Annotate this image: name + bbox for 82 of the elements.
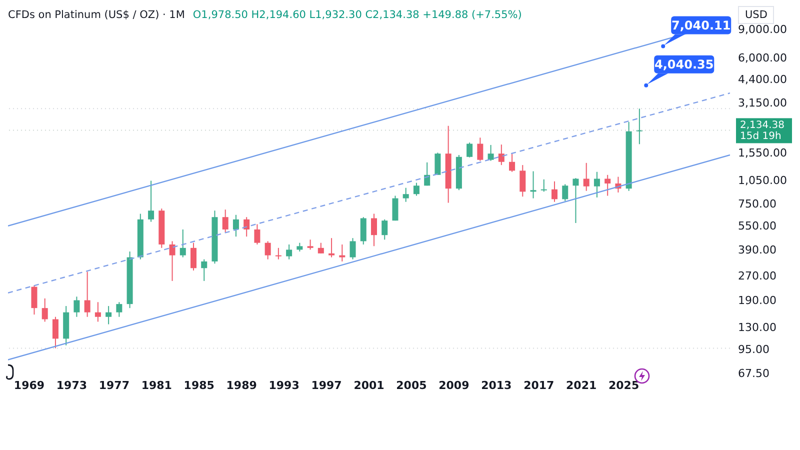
y-tick-label: 4,400.00 xyxy=(738,73,787,86)
candlestick xyxy=(190,242,196,272)
candlestick xyxy=(244,216,250,238)
candlestick xyxy=(530,170,536,199)
candlestick xyxy=(339,244,346,262)
candlestick xyxy=(180,228,186,258)
candlestick xyxy=(116,302,122,318)
candlestick xyxy=(488,144,494,162)
candlestick xyxy=(286,244,292,260)
y-tick-label: 1,050.00 xyxy=(738,174,787,187)
y-tick-label: 270.00 xyxy=(738,269,776,282)
candlestick xyxy=(31,284,38,316)
x-tick-label: 2021 xyxy=(566,378,597,392)
y-tick-label: 190.00 xyxy=(738,294,776,308)
x-tick-label: 1989 xyxy=(226,378,257,392)
candlestick xyxy=(477,137,484,162)
candlestick xyxy=(520,164,526,198)
candlestick xyxy=(413,182,420,196)
x-tick-label: 1997 xyxy=(311,378,342,392)
candlestick xyxy=(583,162,590,192)
candlestick xyxy=(498,144,504,166)
candlestick xyxy=(74,296,80,318)
y-tick-label: 130.00 xyxy=(738,320,776,334)
y-tick-label: 95.00 xyxy=(738,342,770,356)
candlestick xyxy=(392,195,398,222)
x-tick-label: 2017 xyxy=(524,378,554,392)
x-tick-label: 2005 xyxy=(396,378,427,392)
candlestick xyxy=(562,184,568,202)
candlestick xyxy=(350,238,356,260)
y-axis-title: USD xyxy=(738,6,774,24)
annotation: 4,040.35 xyxy=(654,57,714,72)
candlestick xyxy=(52,316,58,349)
y-tick-label: 6,000.00 xyxy=(738,51,787,64)
y-tick-label: 9,000.00 xyxy=(738,22,787,36)
x-tick-label: 1985 xyxy=(184,378,214,392)
candlestick xyxy=(42,298,48,322)
candlestick xyxy=(222,209,228,233)
candlestick xyxy=(552,180,558,202)
text: CFDs on Platinum (US$ / OZ) · 1M xyxy=(8,9,185,21)
x-tick-label: 1973 xyxy=(56,378,88,392)
x-tick-label: 2013 xyxy=(481,378,512,392)
candlestick xyxy=(201,258,208,282)
candlestick xyxy=(232,214,239,238)
candlestick xyxy=(275,247,282,260)
candlestick xyxy=(540,178,547,192)
y-tick-label: 750.00 xyxy=(738,198,776,211)
candlestick xyxy=(636,108,642,145)
y-tick-label: 1,550.00 xyxy=(738,146,787,160)
x-tick-label: 1977 xyxy=(98,378,130,392)
annotation: 7,040.11 xyxy=(672,18,731,32)
x-tick-label: 2009 xyxy=(438,378,470,392)
candlestick xyxy=(307,239,314,250)
y-tick-label: 390.00 xyxy=(738,244,776,257)
x-tick-label: 2025 xyxy=(608,378,640,392)
candlestick xyxy=(169,240,176,282)
candlestick xyxy=(360,216,366,245)
x-tick-label: 2001 xyxy=(354,378,384,392)
y-tick-label: 67.50 xyxy=(738,366,770,380)
candlestick xyxy=(94,302,101,322)
candlestick xyxy=(604,174,611,196)
candlestick xyxy=(318,242,324,254)
candlestick xyxy=(594,171,600,198)
x-tick-label: 1993 xyxy=(268,378,300,392)
x-tick-label: 1969 xyxy=(14,378,45,392)
candlestick xyxy=(572,178,579,224)
y-tick-label: 3,150.00 xyxy=(738,96,787,110)
candlestick xyxy=(148,180,154,222)
candlestick xyxy=(84,271,90,318)
y-tick-label: 550.00 xyxy=(738,219,776,232)
candlestick xyxy=(371,213,377,247)
candlestick xyxy=(434,152,441,176)
x-tick-label: 1981 xyxy=(141,378,172,392)
ref-line-label: 2,134.38 15d 19h xyxy=(740,120,785,142)
candlestick xyxy=(382,218,388,240)
candlestick xyxy=(106,306,112,325)
candlestick xyxy=(466,142,473,158)
candlestick xyxy=(328,238,335,258)
candlestick xyxy=(402,187,409,202)
text: O1,978.50 H2,194.60 L1,932.30 C2,134.38 +149.88 (+7.55%) xyxy=(192,9,522,21)
candlestick xyxy=(254,224,260,245)
candlestick xyxy=(509,154,516,172)
candlestick xyxy=(264,240,271,260)
